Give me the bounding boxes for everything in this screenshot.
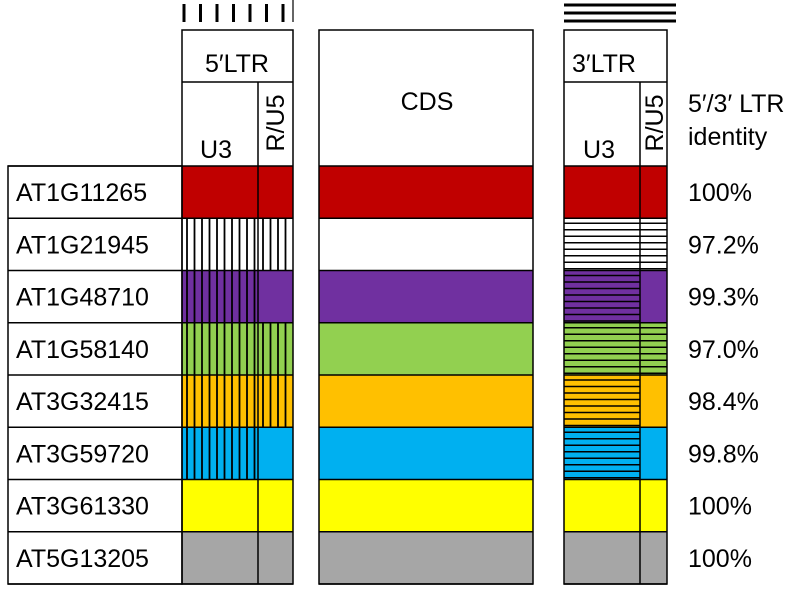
- gene-cell: [8, 375, 182, 428]
- header-3-ru5: R/U5: [641, 95, 669, 152]
- header-3ltr: 3′LTR: [572, 50, 636, 78]
- 3ltr-ru5-cell: [640, 166, 667, 219]
- 5ltr-ru5-cell: [258, 270, 293, 323]
- identity-value: 100%: [688, 179, 752, 207]
- identity-value: 99.3%: [688, 284, 759, 312]
- cds-cell: [319, 270, 533, 323]
- header-identity-line1: 5′/3′ LTR: [688, 90, 784, 118]
- gene-cell: [8, 166, 182, 219]
- cds-cell: [319, 322, 533, 375]
- gene-label: AT1G11265: [16, 179, 147, 207]
- header-3-u3: U3: [583, 136, 615, 164]
- 5ltr-u3-cell: [182, 479, 258, 532]
- header-cds: CDS: [401, 88, 454, 116]
- gene-cell: [8, 270, 182, 323]
- gene-label: AT3G61330: [16, 493, 149, 521]
- header-5-ru5: R/U5: [262, 95, 290, 152]
- 5ltr-ru5-cell: [258, 427, 293, 480]
- identity-value: 99.8%: [688, 440, 759, 468]
- 5ltr-ru5-cell: [258, 531, 293, 584]
- 3ltr-u3-cell: [564, 479, 640, 532]
- identity-value: 98.4%: [688, 388, 759, 416]
- 3ltr-ru5-cell: [640, 427, 667, 480]
- gene-label: AT5G13205: [16, 545, 149, 573]
- 3ltr-u3-cell: [564, 166, 640, 219]
- 3ltr-u3-cell: [564, 531, 640, 584]
- 5ltr-u3-cell: [182, 531, 258, 584]
- cds-cell: [319, 427, 533, 480]
- cds-cell: [319, 166, 533, 219]
- header-5-u3: U3: [200, 136, 232, 164]
- 3ltr-ru5-cell: [640, 479, 667, 532]
- cds-cell: [319, 531, 533, 584]
- cds-cell: [319, 479, 533, 532]
- 5ltr-ru5-cell: [258, 479, 293, 532]
- header-identity-line2: identity: [688, 123, 768, 151]
- gene-label: AT1G21945: [16, 231, 149, 259]
- cds-cell: [319, 375, 533, 428]
- gene-cell: [8, 531, 182, 584]
- gene-label: AT3G32415: [16, 388, 149, 416]
- gene-cell: [8, 322, 182, 375]
- identity-value: 97.0%: [688, 336, 759, 364]
- gene-label: AT1G58140: [16, 336, 149, 364]
- identity-value: 97.2%: [688, 231, 759, 259]
- 3ltr-ru5-cell: [640, 531, 667, 584]
- cds-cell: [319, 218, 533, 271]
- 5ltr-u3-cell: [182, 166, 258, 219]
- 3ltr-ru5-cell: [640, 375, 667, 428]
- 5ltr-ru5-cell: [258, 166, 293, 219]
- gene-label: AT3G59720: [16, 440, 149, 468]
- gene-label: AT1G48710: [16, 284, 149, 312]
- header-5ltr: 5′LTR: [205, 50, 269, 78]
- 3ltr-ru5-cell: [640, 270, 667, 323]
- identity-value: 100%: [688, 493, 752, 521]
- gene-cell: [8, 479, 182, 532]
- identity-value: 100%: [688, 545, 752, 573]
- gene-cell: [8, 218, 182, 271]
- gene-cell: [8, 427, 182, 480]
